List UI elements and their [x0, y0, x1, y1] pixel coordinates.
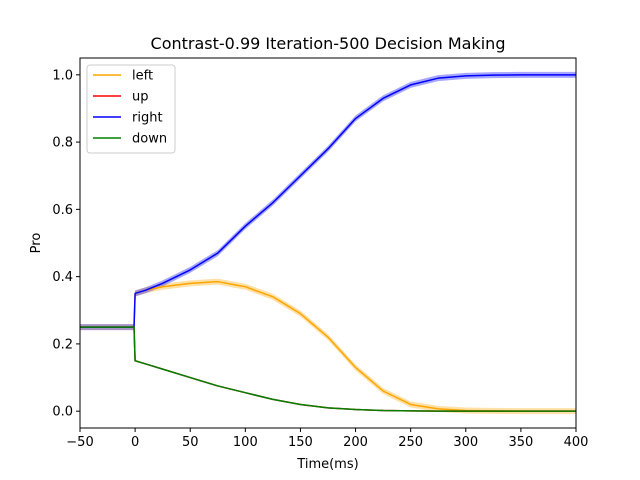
x-axis-ticks: −50 0 50 100 150 200 250 300 350 400: [66, 428, 588, 450]
y-axis-label: Pro: [29, 233, 44, 254]
x-tick-label: 300: [453, 435, 478, 450]
x-tick-label: 150: [288, 435, 313, 450]
series-line-down: [80, 326, 576, 412]
legend: left up right down: [86, 64, 176, 154]
legend-box: [86, 64, 176, 154]
legend-label-up: up: [132, 90, 149, 105]
plot-frame: [79, 57, 577, 429]
y-axis-ticks: 0.0 0.2 0.4 0.6 0.8 1.0: [52, 68, 80, 420]
legend-label-left: left: [132, 69, 153, 84]
y-tick-label: 0.2: [52, 337, 73, 352]
x-axis-label: Time(ms): [296, 457, 358, 472]
y-tick-label: 0.6: [52, 203, 73, 218]
x-tick-label: 250: [398, 435, 423, 450]
series-line-right: [80, 74, 576, 328]
x-tick-label: 350: [508, 435, 533, 450]
legend-label-right: right: [132, 111, 163, 126]
x-tick-label: 200: [343, 435, 368, 450]
y-tick-label: 0.4: [52, 270, 73, 285]
series-lines: [80, 74, 576, 412]
y-tick-label: 0.0: [52, 405, 73, 420]
legend-label-down: down: [132, 132, 167, 147]
y-tick-label: 1.0: [52, 68, 73, 83]
x-tick-label: 400: [564, 435, 589, 450]
chart-title: Contrast-0.99 Iteration-500 Decision Mak…: [151, 34, 506, 53]
x-tick-label: 50: [182, 435, 199, 450]
x-tick-label: −50: [66, 435, 93, 450]
x-tick-label: 100: [233, 435, 258, 450]
x-tick-label: 0: [131, 435, 139, 450]
y-tick-label: 0.8: [52, 136, 73, 151]
